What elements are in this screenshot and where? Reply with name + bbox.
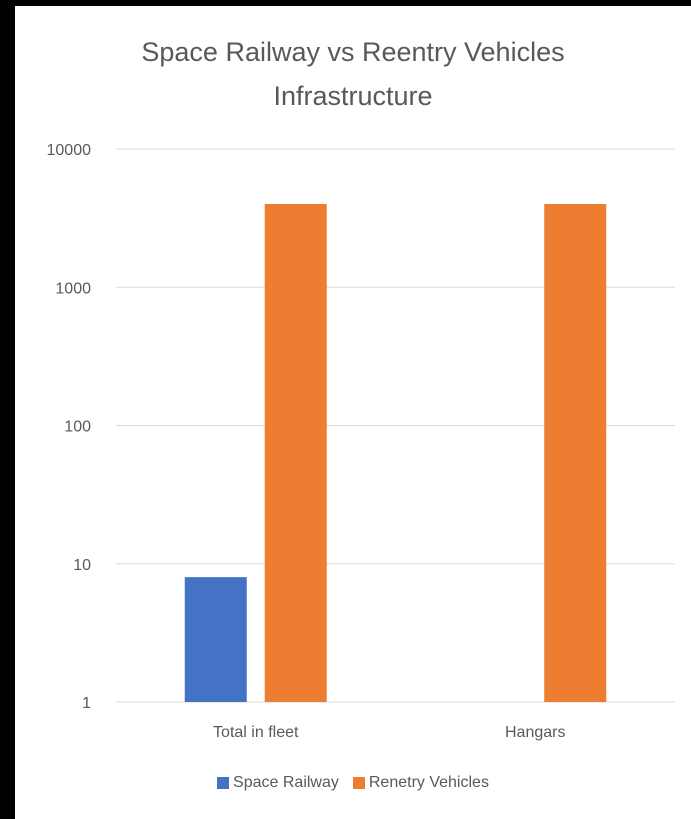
bar-renetry-vehicles-hangars xyxy=(544,204,607,703)
chart-title-line-2: Infrastructure xyxy=(273,81,433,111)
chart-title-line-1: Space Railway vs Reentry Vehicles xyxy=(141,37,565,67)
legend: Space Railway Renetry Vehicles xyxy=(15,774,691,792)
y-tick-label-10: 10 xyxy=(73,557,91,574)
legend-item-renetry-vehicles: Renetry Vehicles xyxy=(352,774,489,792)
y-axis-tick-labels: 1 10 100 1000 10000 xyxy=(47,142,92,712)
x-tick-label-hangars: Hangars xyxy=(505,724,565,741)
chart-area: Space Railway vs Reentry Vehicles Infras… xyxy=(15,6,691,819)
y-tick-label-1: 1 xyxy=(82,695,91,712)
legend-item-space-railway: Space Railway xyxy=(217,774,339,792)
x-tick-label-total-in-fleet: Total in fleet xyxy=(213,724,299,741)
chart-title: Space Railway vs Reentry Vehicles Infras… xyxy=(15,30,691,118)
legend-label-space-railway: Space Railway xyxy=(233,774,339,791)
y-tick-label-1000: 1000 xyxy=(55,280,91,297)
x-axis-tick-labels: Total in fleet Hangars xyxy=(213,724,565,741)
bar-space-railway-total-in-fleet xyxy=(184,577,247,702)
plot-area: 1 10 100 1000 10000 Total in fleet Hangars xyxy=(47,142,675,741)
bar-renetry-vehicles-total-in-fleet xyxy=(264,204,327,703)
y-tick-label-100: 100 xyxy=(64,419,91,436)
legend-swatch-space-railway xyxy=(217,777,230,789)
legend-swatch-renetry-vehicles xyxy=(352,777,365,789)
legend-label-renetry-vehicles: Renetry Vehicles xyxy=(368,774,489,791)
bars xyxy=(184,204,607,703)
y-tick-label-10000: 10000 xyxy=(47,142,92,159)
